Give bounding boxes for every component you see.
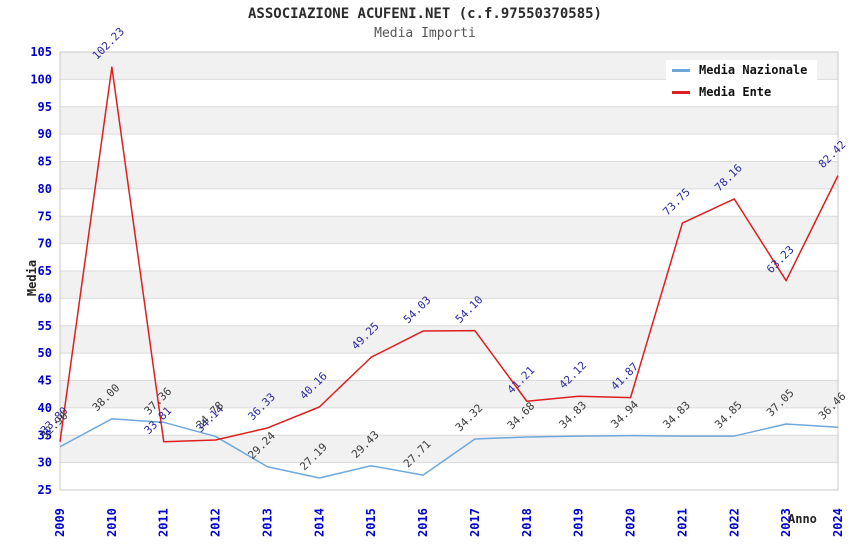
plot-band	[60, 106, 838, 135]
y-tick-label: 50	[38, 346, 52, 360]
y-tick-label: 40	[38, 401, 52, 415]
x-tick-label: 2021	[675, 508, 689, 537]
plot-band	[60, 216, 838, 244]
x-tick-label: 2017	[468, 508, 482, 537]
legend-swatch-nazionale-icon	[672, 68, 690, 72]
y-tick-label: 100	[30, 72, 52, 86]
x-tick-label: 2024	[831, 508, 845, 537]
plot-band	[60, 353, 838, 381]
y-tick-label: 25	[38, 483, 52, 497]
y-tick-label: 45	[38, 374, 52, 388]
x-tick-label: 2011	[157, 508, 171, 537]
plot-band	[60, 407, 838, 436]
y-tick-label: 35	[38, 428, 52, 442]
y-tick-label: 65	[38, 264, 52, 278]
plot-band	[60, 380, 838, 408]
legend-label-ente: Media Ente	[699, 85, 772, 99]
x-tick-label: 2023	[779, 508, 793, 537]
x-tick-label: 2013	[260, 508, 274, 537]
y-axis-title: Media	[25, 259, 40, 297]
legend-label-nazionale: Media Nazionale	[699, 63, 808, 77]
y-tick-label: 85	[38, 155, 52, 169]
plot-band	[60, 325, 838, 354]
y-tick-label: 30	[38, 456, 52, 470]
y-tick-label: 55	[38, 319, 52, 333]
y-tick-label: 95	[38, 100, 52, 114]
x-tick-label: 2018	[520, 508, 534, 537]
x-tick-label: 2016	[416, 508, 430, 537]
plot-band	[60, 435, 838, 463]
legend: Media Nazionale Media Ente	[666, 60, 818, 102]
x-tick-label: 2015	[364, 508, 378, 537]
x-tick-label: 2019	[572, 508, 586, 537]
plot-band	[60, 298, 838, 326]
x-tick-label: 2012	[209, 508, 223, 537]
plot-band	[60, 243, 838, 271]
plot-band	[60, 271, 838, 299]
series-line-media-ente	[59, 66, 839, 443]
y-tick-label: 70	[38, 237, 52, 251]
x-axis-title: Anno	[788, 512, 817, 526]
series-line-media-nazionale	[59, 418, 839, 479]
legend-item-media-nazionale: Media Nazionale	[666, 60, 818, 80]
plot-frame	[59, 51, 839, 491]
x-tick-label: 2020	[624, 508, 638, 537]
legend-item-media-ente: Media Ente	[666, 82, 782, 102]
plot-band	[60, 134, 838, 162]
plot-band	[60, 462, 838, 490]
x-tick-label: 2010	[105, 508, 119, 537]
y-tick-label: 75	[38, 209, 52, 223]
y-tick-label: 80	[38, 182, 52, 196]
legend-swatch-ente-icon	[672, 90, 690, 94]
x-tick-label: 2014	[312, 508, 326, 537]
x-tick-label: 2009	[53, 508, 67, 537]
chart-title: ASSOCIAZIONE ACUFENI.NET (c.f.9755037058…	[247, 6, 602, 22]
y-tick-label: 90	[38, 127, 52, 141]
y-tick-label: 60	[38, 291, 52, 305]
plot-band	[60, 161, 838, 189]
y-tick-label: 105	[30, 45, 52, 59]
x-tick-label: 2022	[727, 508, 741, 537]
chart-subtitle: Media Importi	[374, 26, 476, 41]
